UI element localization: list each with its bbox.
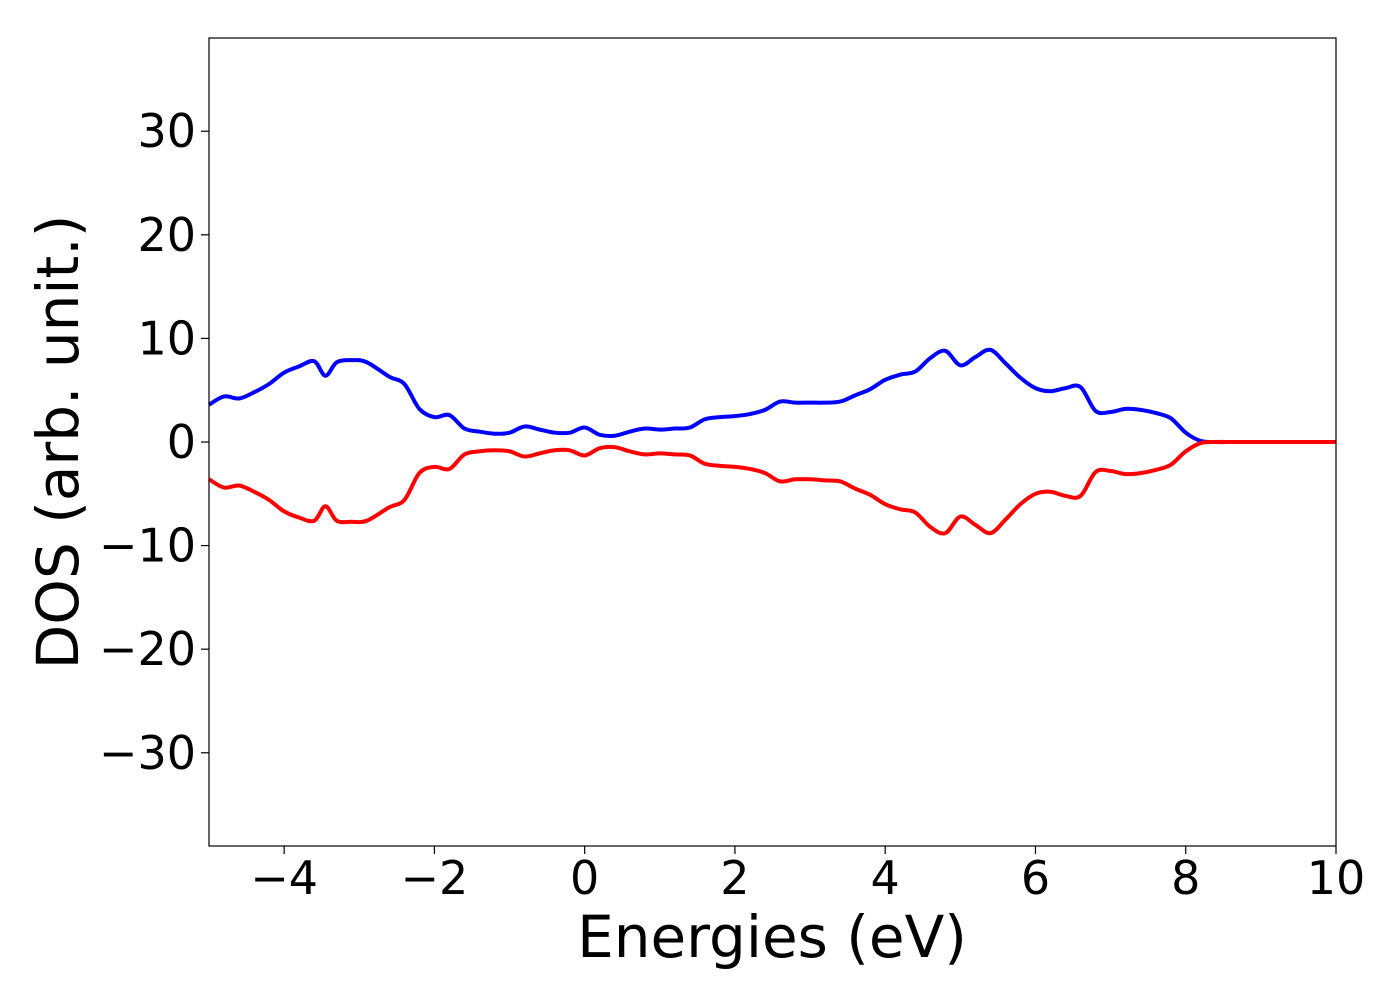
x-axis-title: Energies (eV) bbox=[577, 903, 967, 971]
dos-spin-up-line bbox=[207, 347, 1336, 445]
x-tick-label: 6 bbox=[1021, 851, 1050, 905]
dos-spin-down-line bbox=[207, 439, 1336, 536]
y-tick-label: −10 bbox=[99, 519, 196, 573]
y-tick-label: −20 bbox=[99, 622, 196, 676]
y-axis: 30 20 10 0 −10 −20 −30 bbox=[99, 104, 209, 780]
x-tick-label: −2 bbox=[400, 851, 468, 905]
x-axis: −4 −2 0 2 4 6 8 10 bbox=[250, 846, 1365, 905]
x-tick-label: −4 bbox=[250, 851, 318, 905]
plot-lines bbox=[207, 347, 1336, 536]
y-tick-label: 30 bbox=[137, 104, 196, 158]
x-tick-label: 8 bbox=[1171, 851, 1200, 905]
x-tick-label: 10 bbox=[1307, 851, 1366, 905]
x-tick-label: 2 bbox=[720, 851, 749, 905]
x-tick-label: 0 bbox=[570, 851, 599, 905]
plot-frame bbox=[208, 37, 1337, 847]
x-tick-label: 4 bbox=[871, 851, 900, 905]
y-tick-label: −30 bbox=[99, 726, 196, 780]
y-tick-label: 0 bbox=[167, 415, 196, 469]
y-axis-title: DOS (arb. unit.) bbox=[24, 215, 92, 670]
y-tick-label: 10 bbox=[137, 311, 196, 365]
y-tick-label: 20 bbox=[137, 208, 196, 262]
